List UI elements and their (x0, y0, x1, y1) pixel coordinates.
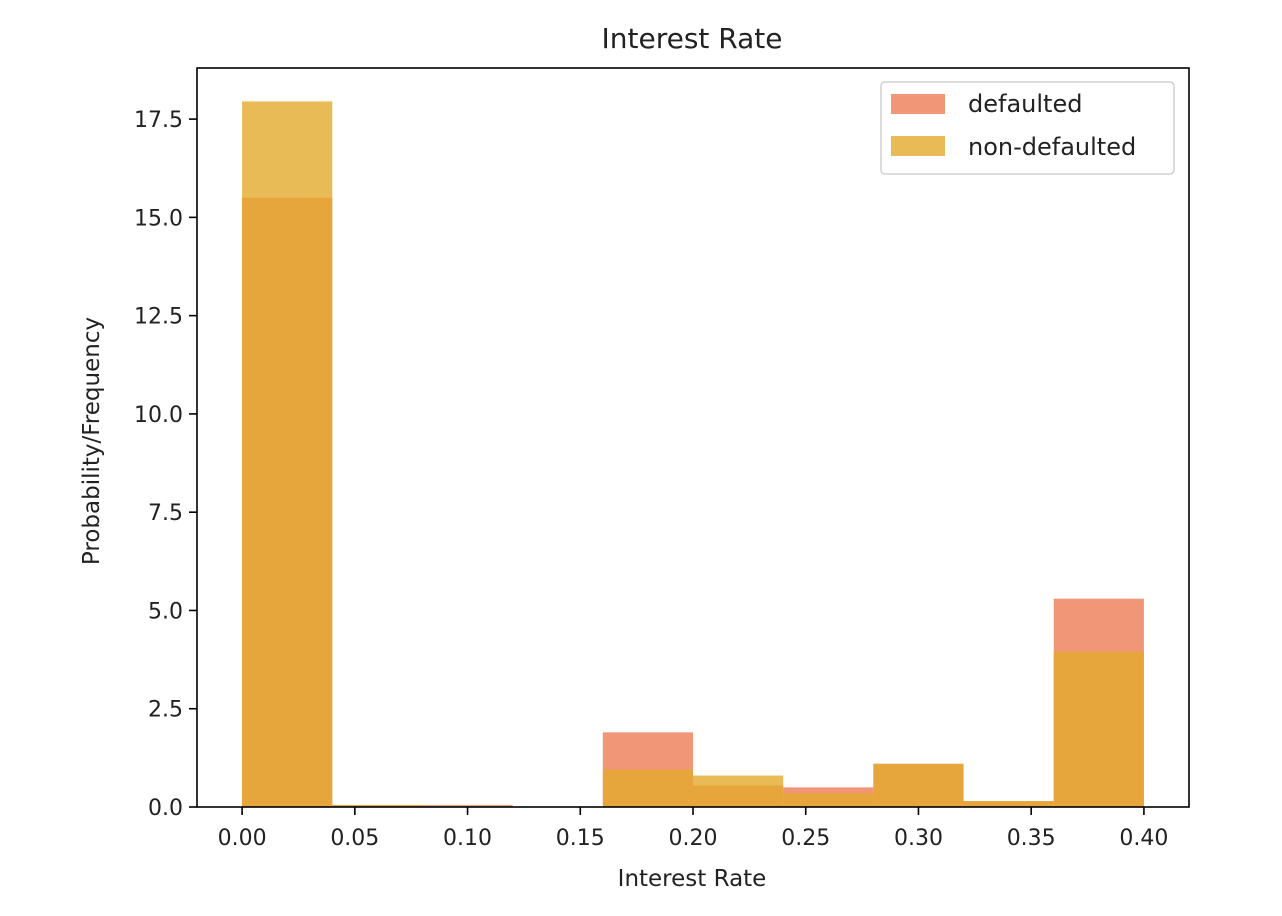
y-tick-label: 5.0 (148, 599, 183, 624)
y-tick-label: 17.5 (134, 108, 183, 133)
y-tick-label: 12.5 (134, 305, 183, 330)
bar-non-defaulted-1 (332, 805, 423, 807)
bar-non-defaulted-0 (242, 101, 333, 807)
legend-label-defaulted: defaulted (968, 90, 1082, 118)
bar-non-defaulted-7 (873, 763, 964, 807)
x-tick-label: 0.00 (218, 826, 267, 851)
x-tick-label: 0.30 (894, 826, 943, 851)
y-tick-label: 0.0 (148, 796, 183, 821)
legend: defaulted non-defaulted (880, 81, 1175, 175)
chart-title: Interest Rate (601, 22, 782, 55)
x-axis: 0.00 0.05 0.10 0.15 0.20 0.25 0.30 0.35 0.40 (218, 807, 1168, 851)
x-tick-label: 0.40 (1119, 826, 1168, 851)
bar-non-defaulted-5 (693, 775, 784, 807)
legend-swatch-non-defaulted (891, 136, 945, 156)
y-tick-label: 2.5 (148, 698, 183, 723)
y-tick-label: 10.0 (134, 403, 183, 428)
x-tick-label: 0.25 (781, 826, 830, 851)
y-axis-title: Probability/Frequency (79, 317, 105, 565)
y-tick-label: 15.0 (134, 206, 183, 231)
bar-non-defaulted-8 (963, 801, 1054, 807)
legend-box (880, 81, 1175, 175)
bar-non-defaulted-4 (602, 769, 693, 807)
y-tick-label: 7.5 (148, 501, 183, 526)
bar-defaulted-2 (422, 805, 513, 807)
x-tick-label: 0.15 (556, 826, 605, 851)
bar-non-defaulted-6 (783, 793, 874, 807)
x-tick-label: 0.10 (443, 826, 492, 851)
bar-non-defaulted-9 (1053, 651, 1144, 807)
legend-swatch-defaulted (891, 94, 945, 114)
x-tick-label: 0.35 (1007, 826, 1056, 851)
x-tick-label: 0.20 (669, 826, 718, 851)
x-tick-label: 0.05 (330, 826, 379, 851)
y-axis: 0.0 2.5 5.0 7.5 10.0 12.5 15.0 17.5 (134, 108, 197, 821)
bars-layer (242, 101, 1144, 807)
legend-label-non-defaulted: non-defaulted (968, 133, 1136, 161)
x-axis-title: Interest Rate (618, 866, 767, 892)
